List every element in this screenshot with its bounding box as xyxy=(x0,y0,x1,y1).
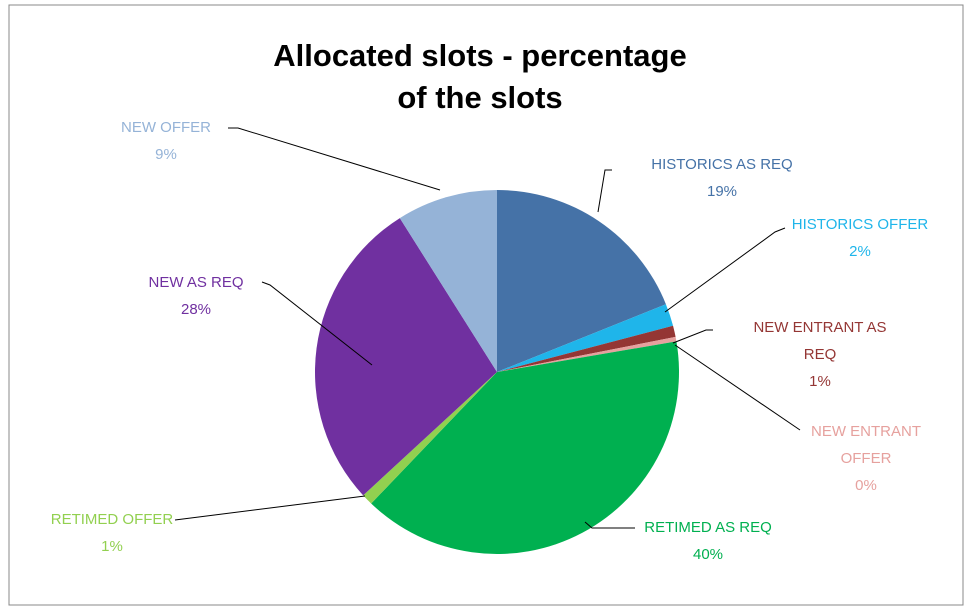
label-line: NEW ENTRANT AS xyxy=(753,319,886,336)
value-label: 19% xyxy=(707,183,737,200)
label-line: RETIMED OFFER xyxy=(51,511,174,528)
leader-line xyxy=(674,344,801,431)
category-label: HISTORICS AS REQ xyxy=(651,156,792,173)
leader-line xyxy=(664,227,786,313)
leader-line xyxy=(174,495,366,521)
value-label: 2% xyxy=(849,243,871,260)
label-line: REQ xyxy=(804,346,837,363)
label-line: HISTORICS OFFER xyxy=(792,216,929,233)
chart-title: Allocated slots - percentage of the slots xyxy=(273,38,686,115)
category-label: NEW ENTRANT AS REQ xyxy=(753,319,886,363)
value-label: 1% xyxy=(809,373,831,390)
leader-line xyxy=(672,329,713,344)
pie-slice xyxy=(371,341,679,554)
category-label: RETIMED OFFER xyxy=(51,511,174,528)
pie-slice xyxy=(497,304,674,372)
category-label: HISTORICS OFFER xyxy=(792,216,929,233)
value-label: 9% xyxy=(155,146,177,163)
value-label: 1% xyxy=(101,538,123,555)
leader-line xyxy=(597,169,612,213)
label-line: HISTORICS AS REQ xyxy=(651,156,792,173)
pie-slice xyxy=(497,325,676,372)
pie-slice xyxy=(399,190,497,372)
value-label: 0% xyxy=(855,477,877,494)
title-line: Allocated slots - percentage xyxy=(273,38,686,73)
category-label: NEW AS REQ xyxy=(148,274,243,291)
label-line: RETIMED AS REQ xyxy=(644,519,772,536)
category-label: RETIMED AS REQ xyxy=(644,519,772,536)
category-label: NEW OFFER xyxy=(121,119,211,136)
pie-slice xyxy=(497,190,666,372)
pie-slice xyxy=(497,336,677,372)
label-line: OFFER xyxy=(841,450,892,467)
label-line: NEW AS REQ xyxy=(148,274,243,291)
leader-line xyxy=(261,281,373,366)
category-label: NEW ENTRANT OFFER xyxy=(811,423,921,467)
pie-slice xyxy=(315,218,497,496)
label-line: NEW OFFER xyxy=(121,119,211,136)
value-label: 40% xyxy=(693,546,723,563)
value-label: 28% xyxy=(181,301,211,318)
pie-slice xyxy=(363,372,497,504)
title-line: of the slots xyxy=(397,80,562,115)
leader-line xyxy=(228,127,441,191)
leader-line xyxy=(584,521,635,529)
label-line: NEW ENTRANT xyxy=(811,423,921,440)
